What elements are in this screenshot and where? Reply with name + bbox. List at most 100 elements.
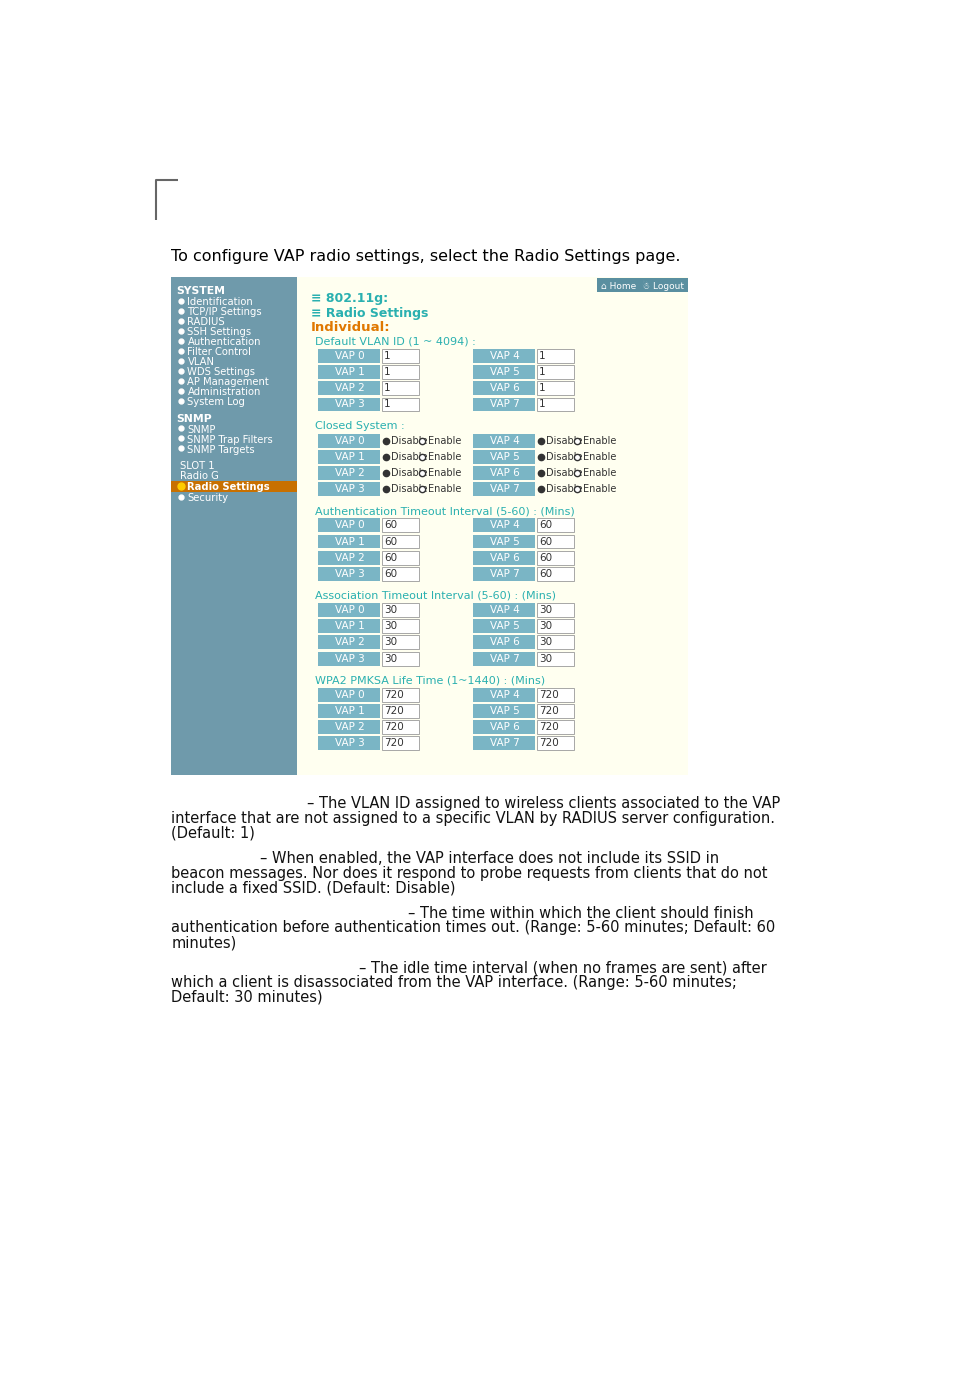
Bar xyxy=(473,604,535,618)
Text: 720: 720 xyxy=(384,738,404,748)
Text: which a client is disassociated from the VAP interface. (Range: 5-60 minutes;: which a client is disassociated from the… xyxy=(171,974,737,990)
Bar xyxy=(537,566,574,580)
Bar xyxy=(473,519,535,533)
Text: Enable: Enable xyxy=(582,468,616,477)
Bar xyxy=(473,619,535,633)
Text: 720: 720 xyxy=(538,738,558,748)
Text: Identification: Identification xyxy=(187,297,253,307)
Text: SYSTEM: SYSTEM xyxy=(176,286,225,296)
Text: Disable: Disable xyxy=(391,436,427,446)
Text: VAP 3: VAP 3 xyxy=(335,654,364,663)
Text: Radio G: Radio G xyxy=(179,472,218,482)
Bar xyxy=(473,704,535,718)
Text: VAP 2: VAP 2 xyxy=(335,722,364,731)
Bar xyxy=(318,604,380,618)
Text: Administration: Administration xyxy=(187,387,260,397)
Text: System Log: System Log xyxy=(187,397,245,407)
Bar xyxy=(473,688,535,702)
Bar xyxy=(473,534,535,548)
Text: interface that are not assigned to a specific VLAN by RADIUS server configuratio: interface that are not assigned to a spe… xyxy=(171,811,775,826)
Bar xyxy=(318,482,380,496)
Text: VAP 2: VAP 2 xyxy=(335,637,364,647)
Text: Enable: Enable xyxy=(427,452,460,462)
Text: ≡ 802.11g:: ≡ 802.11g: xyxy=(311,291,387,305)
Text: VAP 1: VAP 1 xyxy=(335,537,364,547)
Text: Enable: Enable xyxy=(427,484,460,494)
Text: minutes): minutes) xyxy=(171,936,236,949)
Text: – The idle time interval (when no frames are sent) after: – The idle time interval (when no frames… xyxy=(359,960,766,976)
Bar xyxy=(381,348,418,362)
Bar xyxy=(381,737,418,751)
Text: 1: 1 xyxy=(538,351,545,361)
Text: VAP 3: VAP 3 xyxy=(335,400,364,409)
Text: – The VLAN ID assigned to wireless clients associated to the VAP: – The VLAN ID assigned to wireless clien… xyxy=(307,797,780,812)
Bar xyxy=(537,704,574,718)
Text: Disable: Disable xyxy=(546,468,582,477)
Text: Disable: Disable xyxy=(546,452,582,462)
Text: VAP 4: VAP 4 xyxy=(489,605,518,615)
Text: 60: 60 xyxy=(384,520,397,530)
Text: Enable: Enable xyxy=(427,468,460,477)
Bar xyxy=(473,382,535,396)
Bar xyxy=(537,534,574,548)
Bar xyxy=(473,450,535,464)
Text: – The time within which the client should finish: – The time within which the client shoul… xyxy=(407,906,752,920)
Text: WPA2 PMKSA Life Time (1~1440) : (Mins): WPA2 PMKSA Life Time (1~1440) : (Mins) xyxy=(314,676,544,686)
Text: 30: 30 xyxy=(384,605,397,615)
Text: 1: 1 xyxy=(538,383,545,393)
Text: RADIUS: RADIUS xyxy=(187,316,225,326)
Text: WDS Settings: WDS Settings xyxy=(187,366,255,376)
Bar xyxy=(473,651,535,665)
Text: 30: 30 xyxy=(538,605,552,615)
Text: VAP 0: VAP 0 xyxy=(335,351,364,361)
Bar xyxy=(318,551,380,565)
Bar xyxy=(381,382,418,396)
Bar xyxy=(381,636,418,650)
Bar xyxy=(537,737,574,751)
Bar xyxy=(473,348,535,362)
Text: 720: 720 xyxy=(538,690,558,700)
Bar xyxy=(537,382,574,396)
Text: Default: 30 minutes): Default: 30 minutes) xyxy=(171,990,322,1005)
Text: VAP 2: VAP 2 xyxy=(335,552,364,562)
Bar xyxy=(537,636,574,650)
Bar xyxy=(473,397,535,411)
Bar xyxy=(537,348,574,362)
Text: 1: 1 xyxy=(384,368,391,378)
Text: VAP 5: VAP 5 xyxy=(489,537,518,547)
Text: TCP/IP Settings: TCP/IP Settings xyxy=(187,307,262,316)
Text: VAP 3: VAP 3 xyxy=(335,738,364,748)
Text: VAP 6: VAP 6 xyxy=(489,383,518,393)
Text: VAP 6: VAP 6 xyxy=(489,637,518,647)
Text: VAP 7: VAP 7 xyxy=(489,569,518,579)
Text: include a fixed SSID. (Default: Disable): include a fixed SSID. (Default: Disable) xyxy=(171,880,456,895)
Text: VAP 5: VAP 5 xyxy=(489,368,518,378)
Bar xyxy=(596,278,687,291)
Text: Authentication Timeout Interval (5-60) : (Mins): Authentication Timeout Interval (5-60) :… xyxy=(314,507,574,516)
Text: VAP 7: VAP 7 xyxy=(489,738,518,748)
Bar xyxy=(381,651,418,665)
Bar xyxy=(318,737,380,751)
Text: beacon messages. Nor does it respond to probe requests from clients that do not: beacon messages. Nor does it respond to … xyxy=(171,866,767,881)
Text: VAP 1: VAP 1 xyxy=(335,622,364,632)
Bar xyxy=(318,466,380,480)
Bar xyxy=(537,551,574,565)
Text: Disable: Disable xyxy=(391,484,427,494)
Text: 1: 1 xyxy=(538,368,545,378)
Text: VAP 3: VAP 3 xyxy=(335,569,364,579)
Text: VAP 5: VAP 5 xyxy=(489,706,518,716)
Bar xyxy=(318,704,380,718)
Text: Authentication: Authentication xyxy=(187,337,261,347)
Bar xyxy=(537,519,574,533)
Text: Enable: Enable xyxy=(582,436,616,446)
Bar xyxy=(318,365,380,379)
Text: VAP 5: VAP 5 xyxy=(489,622,518,632)
Text: Individual:: Individual: xyxy=(311,322,390,335)
Bar xyxy=(473,482,535,496)
Text: VAP 4: VAP 4 xyxy=(489,436,518,446)
Bar xyxy=(318,397,380,411)
Text: VAP 2: VAP 2 xyxy=(335,468,364,477)
Text: 60: 60 xyxy=(538,537,552,547)
Text: VAP 6: VAP 6 xyxy=(489,552,518,562)
Bar xyxy=(381,704,418,718)
